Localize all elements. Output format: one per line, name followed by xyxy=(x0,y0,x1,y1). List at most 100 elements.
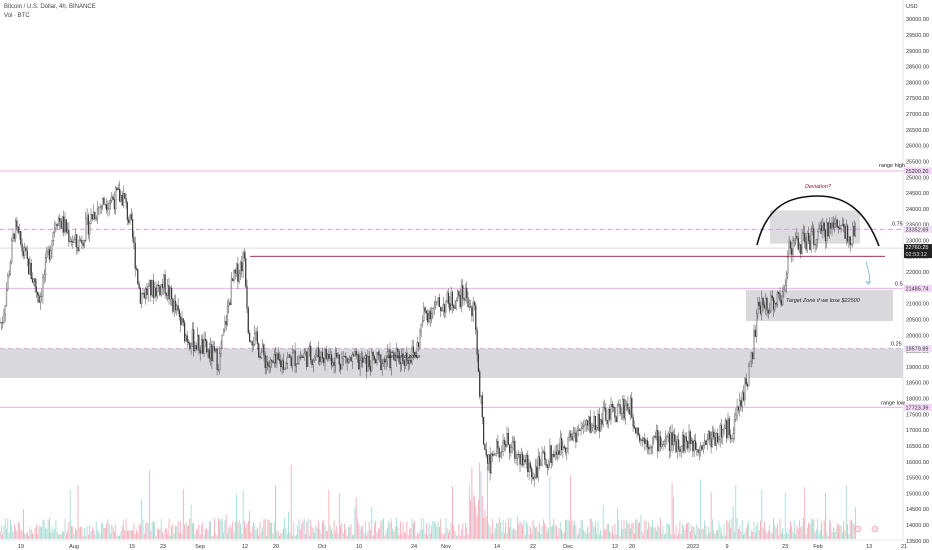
volume-bar xyxy=(705,525,707,539)
volume-bar xyxy=(692,526,694,539)
volume-bar xyxy=(41,527,42,539)
time-axis[interactable]: 19 Aug 15 23 Sep 12 20 Oct 10 24 Nov 14 22 Dec 12 20 202… xyxy=(18,544,907,550)
volume-bar xyxy=(129,530,131,539)
candle-body xyxy=(652,437,654,448)
time-tick-label: 12 xyxy=(612,544,618,550)
candle-body xyxy=(443,304,446,313)
volume-bar xyxy=(193,522,195,539)
candle-body xyxy=(395,348,398,361)
volume-bar xyxy=(372,535,374,539)
candle-body xyxy=(549,445,551,462)
volume-bar xyxy=(15,527,16,539)
candle-body xyxy=(730,434,732,440)
volume-bar xyxy=(800,527,802,539)
candle-body xyxy=(606,420,608,425)
candle-body xyxy=(590,427,593,433)
candle-body xyxy=(122,192,125,206)
volume-bar xyxy=(484,509,486,539)
candle-body xyxy=(13,233,15,239)
candle-body xyxy=(121,195,123,206)
volume-bar xyxy=(164,528,166,539)
candle-body xyxy=(369,366,372,372)
candle-body xyxy=(702,445,704,450)
volume-bar xyxy=(510,518,512,539)
candle-body xyxy=(567,437,569,449)
candle-body xyxy=(645,440,647,444)
volume-bar xyxy=(721,532,722,539)
candle-body xyxy=(159,285,161,296)
candle-body xyxy=(700,445,702,451)
volume-bar xyxy=(544,522,546,539)
candle-body xyxy=(367,356,369,372)
candle-body xyxy=(161,284,164,288)
volume-bar xyxy=(695,534,696,539)
price-axis[interactable]: 30000.00 29500.00 29000.00 28500.00 28000.00… xyxy=(906,17,929,545)
price-tick-label: 23000.00 xyxy=(906,238,929,244)
candle-body xyxy=(475,305,477,330)
candle-body xyxy=(325,348,327,359)
volume-bar xyxy=(617,508,618,539)
candle-body xyxy=(779,293,781,301)
candle-body xyxy=(826,222,828,242)
candle-body xyxy=(93,212,95,220)
candle-body xyxy=(429,310,431,320)
candle-body xyxy=(277,353,279,360)
candle-body xyxy=(358,354,360,370)
candle-body xyxy=(718,439,720,443)
candle-body xyxy=(306,351,308,367)
volume-bar xyxy=(731,518,733,539)
volume-bar xyxy=(221,519,223,539)
candle-body xyxy=(424,307,426,312)
candle-body xyxy=(743,392,745,401)
volume-bar xyxy=(842,532,843,539)
volume-bar xyxy=(448,532,449,539)
volume-bar xyxy=(605,528,607,539)
candle-body xyxy=(490,453,493,474)
candle-body xyxy=(514,440,516,459)
volume-bar xyxy=(791,525,793,539)
volume-bar xyxy=(146,522,148,539)
candle-body xyxy=(765,297,767,308)
volume-bar xyxy=(762,527,764,539)
candle-body xyxy=(683,434,685,452)
candle-body xyxy=(420,323,422,332)
volume-bar xyxy=(153,521,154,539)
candle-body xyxy=(458,291,460,296)
volume-bar xyxy=(344,523,345,539)
volume-bar xyxy=(584,531,586,539)
candle-body xyxy=(581,426,584,429)
volume-bar xyxy=(830,522,832,539)
volume-bar xyxy=(25,533,27,539)
candle-body xyxy=(126,202,128,220)
candle-body xyxy=(824,230,827,242)
candle-body xyxy=(689,431,691,444)
volume-bar xyxy=(760,520,761,539)
volume-bar xyxy=(433,521,435,539)
volume-bar xyxy=(266,535,267,539)
volume-bar xyxy=(687,522,689,539)
candle-body xyxy=(684,436,686,452)
candle-body xyxy=(798,244,801,250)
volume-bar xyxy=(19,522,20,539)
volume-bar xyxy=(138,523,140,539)
candle-body xyxy=(178,310,180,317)
candle-body xyxy=(189,342,191,349)
volume-bar xyxy=(106,523,107,539)
candle-body xyxy=(323,357,325,363)
volume-bar xyxy=(740,531,742,539)
candle-body xyxy=(564,447,567,453)
symbol-title[interactable]: Bitcoin / U.S. Dollar, 4h, BINANCE xyxy=(4,4,96,10)
volume-bar xyxy=(795,533,796,539)
volume-bar xyxy=(686,523,687,539)
candle-body xyxy=(380,354,382,371)
volume-bar xyxy=(579,528,581,539)
fib-025-value: 19579.89 xyxy=(906,347,929,353)
candle-body xyxy=(531,468,533,477)
candle-body xyxy=(100,206,102,208)
candle-body xyxy=(775,303,777,305)
candle-body xyxy=(412,346,415,353)
volume-bar xyxy=(520,523,522,539)
candle-body xyxy=(453,305,455,309)
volume-bar xyxy=(414,521,416,539)
